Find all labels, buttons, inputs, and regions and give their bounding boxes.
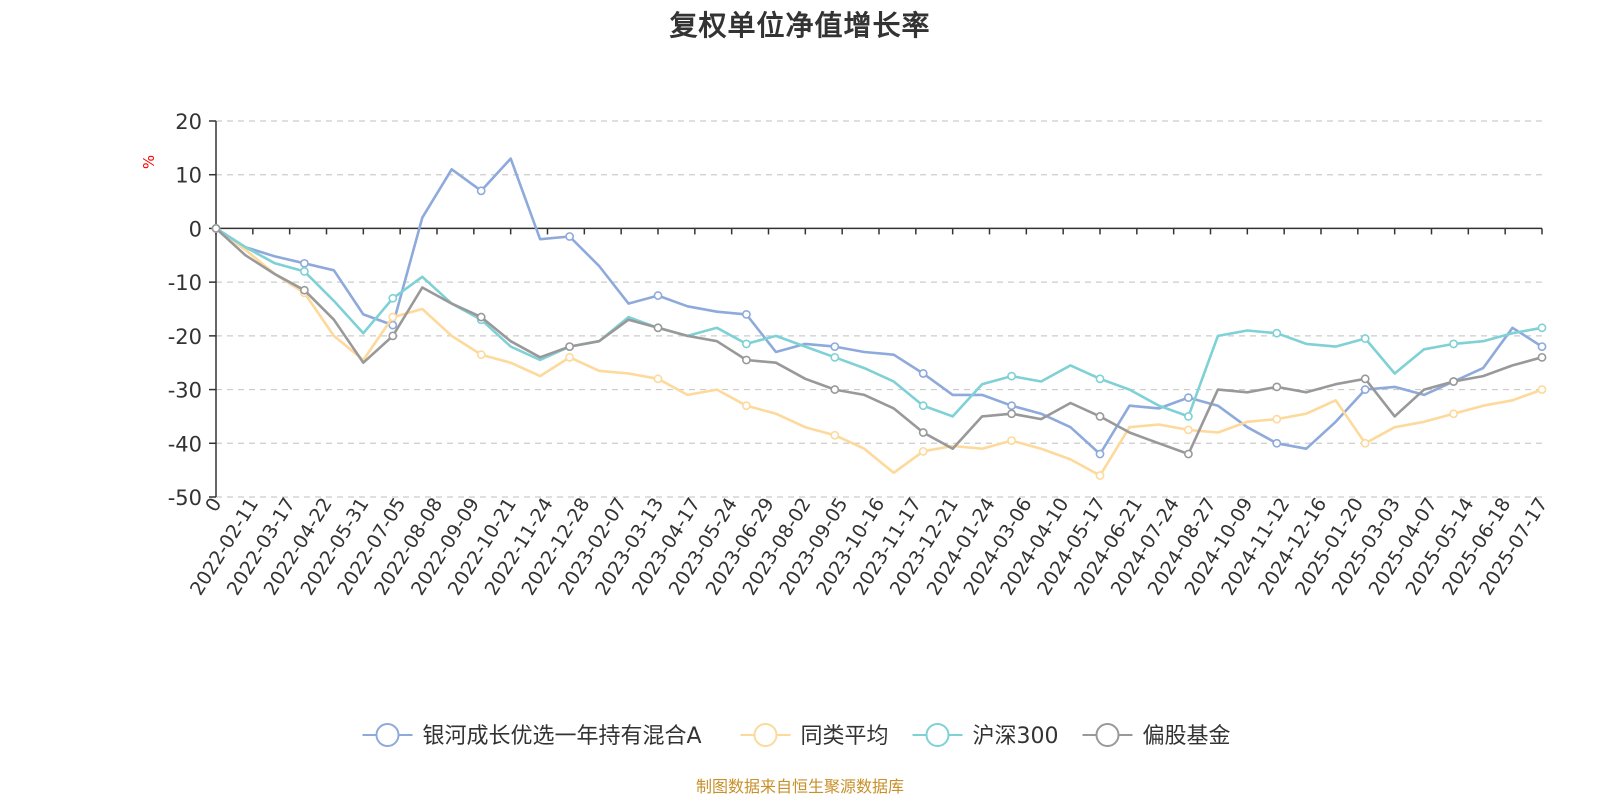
data-point [1272,328,1282,338]
series-layer [211,157,1547,480]
series-line [215,227,1543,418]
data-point [1272,414,1282,424]
y-tick-label: 0 [189,217,202,241]
data-point [742,309,751,319]
data-point [1272,438,1282,448]
chart-title: 复权单位净值增长率 [669,9,931,42]
data-point [388,331,398,341]
series-3 [211,224,1547,459]
data-point [1095,449,1105,459]
y-tick-label: -30 [168,379,202,403]
data-point [1449,377,1458,386]
data-point [299,285,309,295]
data-point [1360,374,1370,384]
data-point [1095,471,1105,480]
data-point [565,232,574,241]
data-point [742,355,751,365]
data-point [1360,385,1370,394]
series-1 [211,224,1547,480]
data-point [1095,412,1105,421]
data-point [1184,393,1193,403]
data-point [653,291,663,300]
data-point [653,374,663,384]
data-point [742,401,751,411]
data-point [918,428,928,437]
legend-marker [375,723,400,747]
data-point [742,339,751,349]
data-point [476,312,486,322]
legend-marker [1095,723,1120,747]
data-point [476,186,486,196]
series-0 [211,157,1547,459]
y-tick-label: 10 [175,164,202,188]
y-tick-label: -10 [168,271,202,295]
series-line [215,227,1543,477]
data-point [388,312,398,322]
legend-label: 偏股基金 [1143,724,1231,749]
source-footer: 制图数据来自恒生聚源数据库 [696,777,904,796]
legend-label: 同类平均 [801,724,889,749]
data-point [1007,409,1016,419]
legend-marker [925,723,950,747]
data-point [211,224,221,233]
data-point [830,430,840,440]
series-line [215,227,1543,456]
legend-item-2: 沪深300 [912,723,1059,749]
grid-layer [216,120,1542,498]
data-point [565,352,574,362]
data-point [299,258,309,268]
data-point [1184,412,1193,421]
data-point [1184,425,1193,435]
y-tick-label: 20 [175,110,202,134]
data-point [1007,401,1016,411]
data-point [1007,371,1016,381]
data-point [1360,438,1370,448]
data-point [1537,323,1547,333]
legend-label: 沪深300 [973,724,1059,749]
data-point [918,446,928,456]
data-point [653,323,663,333]
data-point [918,401,928,411]
data-point [1184,449,1193,459]
data-point [1007,436,1016,445]
data-point [476,350,486,360]
data-point [1272,382,1282,392]
data-point [830,342,840,351]
data-point [1095,374,1105,384]
legend: 银河成长优选一年持有混合A 同类平均 沪深300 偏股基金 [362,723,1231,749]
data-point [1360,334,1370,343]
y-tick-label: -40 [168,432,202,456]
legend-item-1: 同类平均 [740,723,889,749]
data-point [1537,352,1547,362]
data-point [388,320,398,330]
legend-marker [753,723,778,747]
legend-item-3: 偏股基金 [1082,723,1231,749]
data-point [830,352,840,362]
data-point [1537,342,1547,351]
data-point [388,293,398,303]
data-point [565,342,574,351]
data-point [830,385,840,394]
data-point [299,266,309,276]
data-point [1449,409,1458,419]
data-point [1537,385,1547,394]
data-point [918,369,928,378]
data-point [1449,339,1458,349]
y-tick-label: -20 [168,325,202,349]
series-line [215,157,1543,456]
legend-label: 银河成长优选一年持有混合A [423,724,702,749]
legend-item-0: 银河成长优选一年持有混合A [362,723,702,749]
y-axis-unit-label: % [140,155,158,169]
y-tick-label: -50 [168,486,202,510]
